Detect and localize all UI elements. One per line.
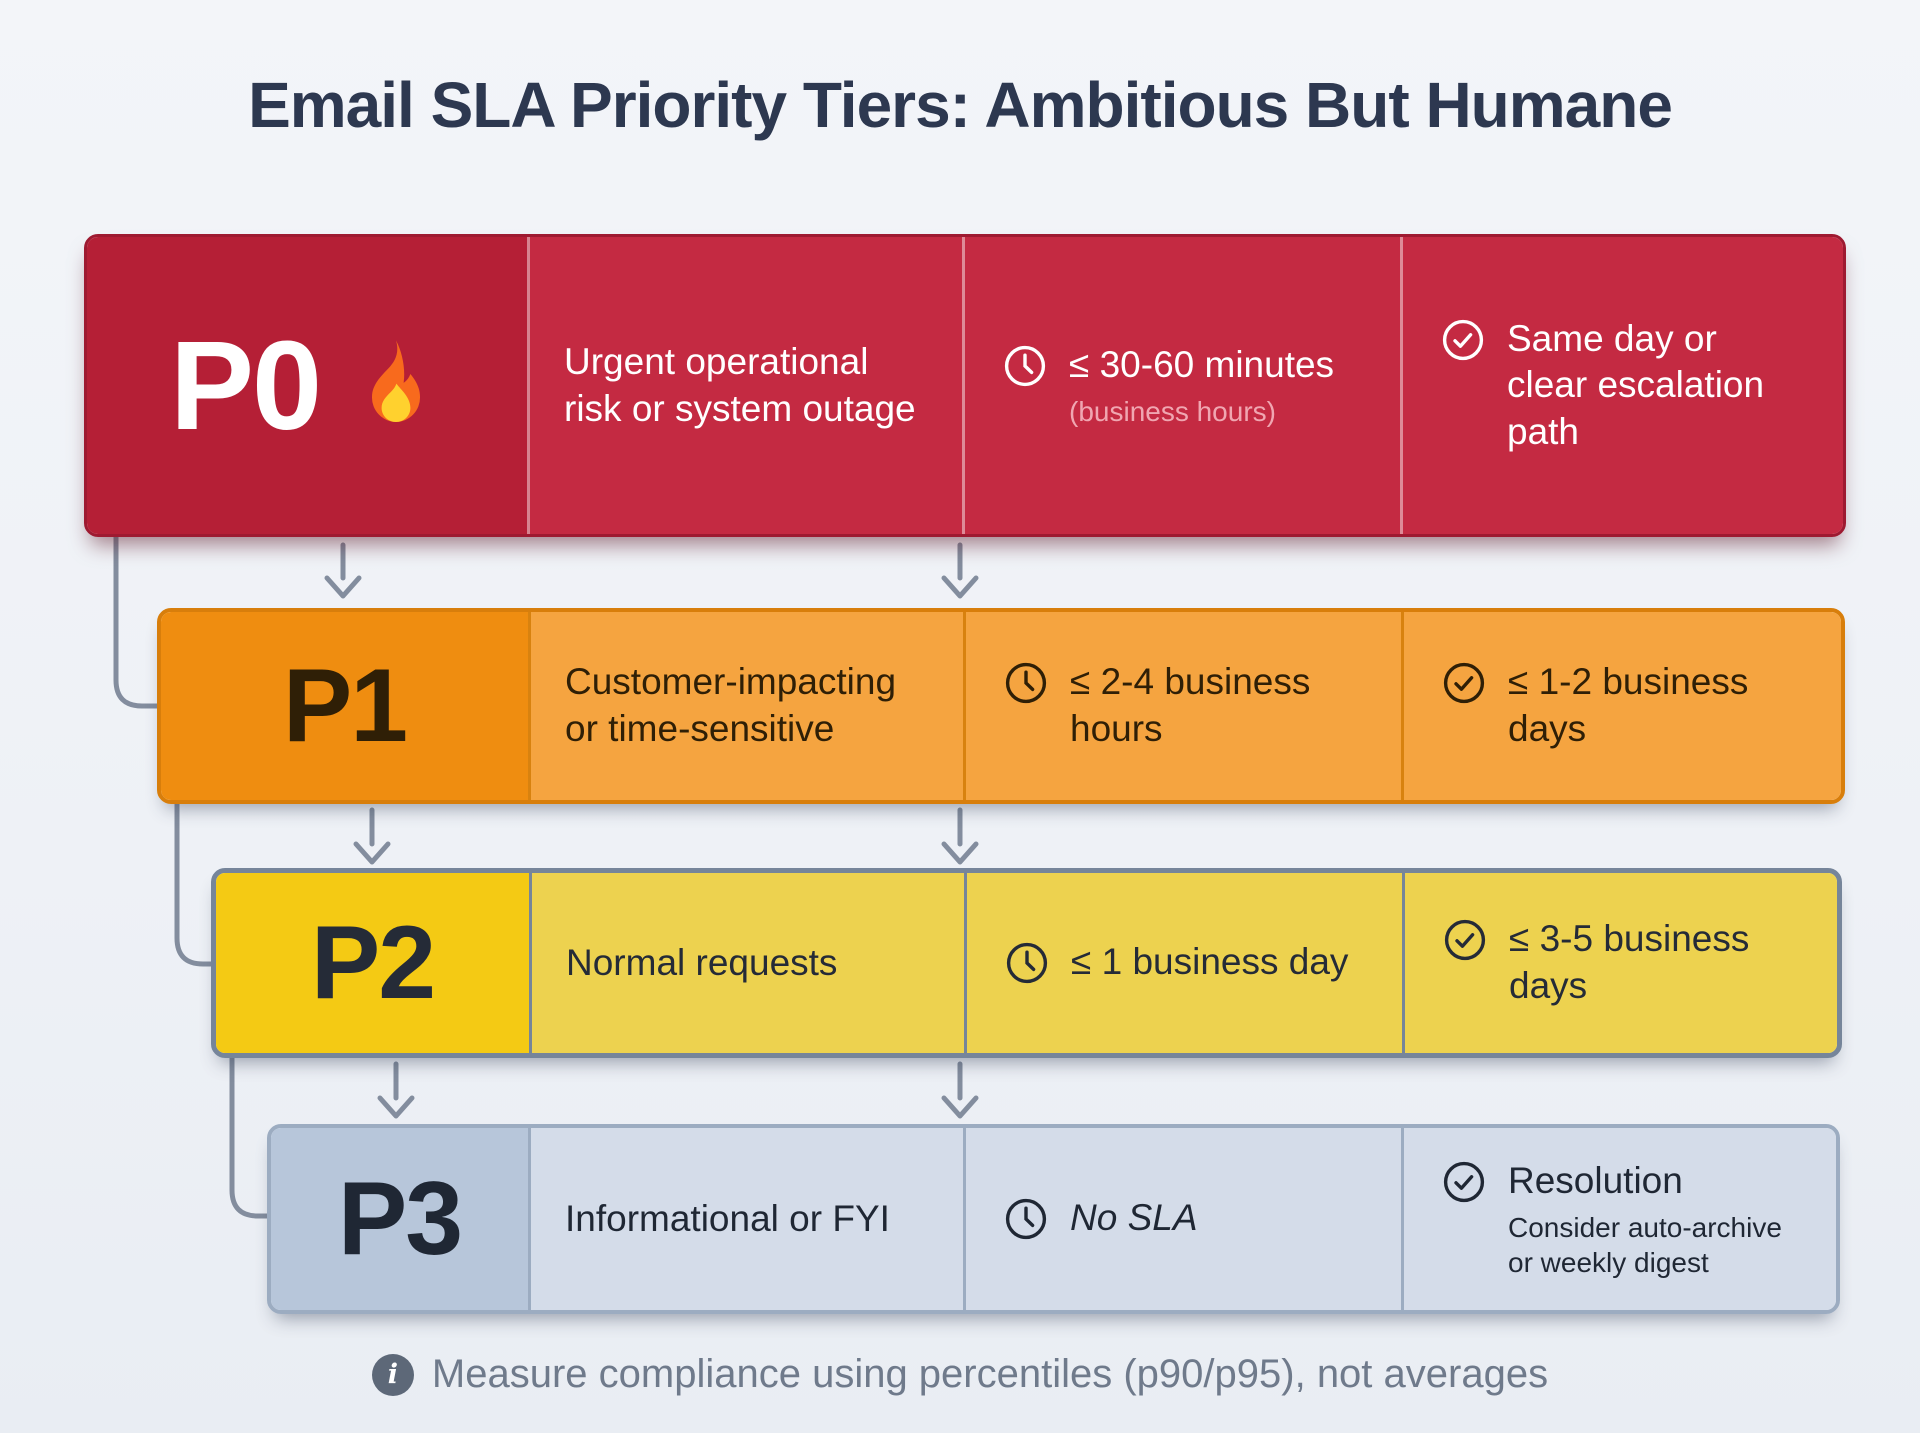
check-circle-icon (1439, 316, 1487, 364)
clock-icon (1002, 659, 1050, 707)
tier-resolution-cell: Resolution Consider auto-archive or week… (1404, 1128, 1836, 1310)
tier-label-cell: P3 (271, 1128, 531, 1310)
clock-icon (1003, 939, 1051, 987)
tier-description: Urgent operational risk or system outage (564, 340, 916, 429)
tier-label: P1 (282, 647, 408, 764)
response-target: No SLA (1070, 1197, 1198, 1238)
tier-row-p3: P3 Informational or FYI No SLA (267, 1124, 1840, 1314)
down-arrow-p2-p3-mid (941, 1061, 979, 1119)
tier-label-cell: P0 (87, 237, 530, 534)
tier-description: Customer-impacting or time-sensitive (565, 661, 897, 749)
tier-resolution-cell: Same day or clear escalation path (1403, 237, 1843, 534)
tier-label-cell: P1 (161, 612, 531, 800)
info-icon: i (371, 1353, 414, 1396)
tier-row-p0: P0 Urgent operational risk or system out… (84, 234, 1846, 537)
tier-description: Normal requests (566, 941, 838, 983)
response-target: ≤ 1 business day (1071, 941, 1349, 982)
check-circle-icon (1441, 916, 1489, 964)
flame-icon (348, 334, 444, 430)
tier-resolution-cell: ≤ 3-5 business days (1405, 873, 1837, 1053)
footer-text: Measure compliance using percentiles (p9… (431, 1352, 1549, 1396)
down-arrow-p1-p2-mid (941, 807, 979, 865)
check-circle-icon (1440, 1158, 1488, 1206)
tier-description-cell: Normal requests (532, 873, 967, 1053)
tier-resolution-cell: ≤ 1-2 business days (1404, 612, 1841, 800)
resolution-target: Same day or clear escalation path (1507, 317, 1765, 452)
down-arrow-p2-p3-left (377, 1061, 415, 1119)
down-arrow-p1-p2-left (353, 807, 391, 865)
tier-description-cell: Informational or FYI (531, 1128, 966, 1310)
elbow-connector-p0-p1 (113, 534, 160, 709)
resolution-note: Consider auto-archive or weekly digest (1508, 1212, 1782, 1279)
clock-icon (1001, 342, 1049, 390)
down-arrow-p0-p1-mid (941, 542, 979, 599)
tier-response-cell: No SLA (966, 1128, 1404, 1310)
tier-description: Informational or FYI (565, 1197, 890, 1239)
response-target: ≤ 2-4 business hours (1070, 661, 1311, 749)
resolution-target: ≤ 1-2 business days (1508, 661, 1749, 749)
response-target: ≤ 30-60 minutes (1069, 343, 1335, 385)
elbow-connector-p2-p3 (229, 1055, 270, 1219)
resolution-target: Resolution (1508, 1159, 1683, 1201)
tier-row-p1: P1 Customer-impacting or time-sensitive … (157, 608, 1845, 804)
tier-description-cell: Urgent operational risk or system outage (530, 237, 965, 534)
clock-icon (1002, 1195, 1050, 1243)
tier-response-cell: ≤ 30-60 minutes (business hours) (965, 237, 1403, 534)
check-circle-icon (1440, 659, 1488, 707)
tier-row-p2: P2 Normal requests ≤ 1 business day (211, 868, 1842, 1058)
resolution-target: ≤ 3-5 business days (1509, 918, 1750, 1006)
down-arrow-p0-p1-left (324, 542, 362, 599)
footer-note: i Measure compliance using percentiles (… (0, 1352, 1920, 1397)
page-title: Email SLA Priority Tiers: Ambitious But … (248, 69, 1673, 141)
tier-description-cell: Customer-impacting or time-sensitive (531, 612, 966, 800)
tier-response-cell: ≤ 2-4 business hours (966, 612, 1404, 800)
response-note: (business hours) (1069, 396, 1276, 428)
elbow-connector-p1-p2 (174, 801, 214, 967)
tier-label: P3 (337, 1160, 463, 1277)
tier-label: P0 (169, 315, 322, 456)
tier-response-cell: ≤ 1 business day (967, 873, 1405, 1053)
tier-label: P2 (310, 904, 436, 1021)
tier-label-cell: P2 (216, 873, 532, 1053)
